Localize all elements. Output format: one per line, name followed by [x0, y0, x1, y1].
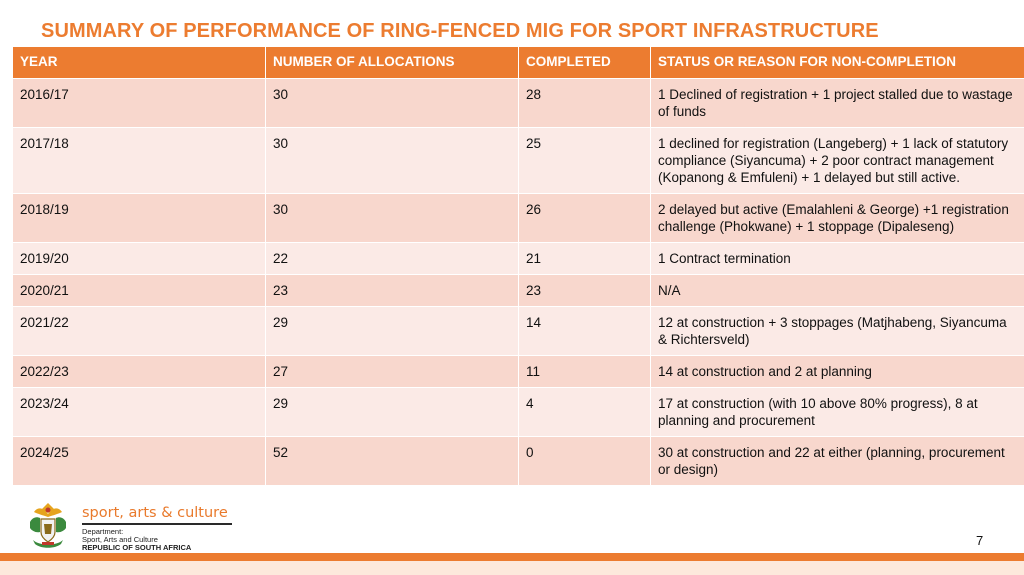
cell-completed: 28	[518, 78, 651, 128]
dept-line-3: REPUBLIC OF SOUTH AFRICA	[82, 542, 192, 552]
cell-allocations: 23	[265, 274, 519, 307]
cell-year: 2018/19	[12, 193, 266, 243]
cell-status: 1 Declined of registration + 1 project s…	[650, 78, 1024, 128]
cell-allocations: 30	[265, 193, 519, 243]
cell-allocations: 30	[265, 78, 519, 128]
table-row: 2024/25 52 0 30 at construction and 22 a…	[12, 436, 1024, 486]
header-allocations: NUMBER OF ALLOCATIONS	[265, 46, 519, 79]
cell-year: 2019/20	[12, 242, 266, 275]
slide-title: SUMMARY OF PERFORMANCE OF RING-FENCED MI…	[41, 20, 879, 42]
header-year: YEAR	[12, 46, 266, 79]
dept-line-2: Sport, Arts and Culture	[82, 534, 158, 544]
header-status: STATUS OR REASON FOR NON-COMPLETION	[650, 46, 1024, 79]
footer-accent-bar	[0, 553, 1024, 561]
table-row: 2020/21 23 23 N/A	[12, 274, 1024, 307]
dept-line-1: Department:	[82, 526, 124, 536]
cell-status: 30 at construction and 22 at either (pla…	[650, 436, 1024, 486]
cell-completed: 11	[518, 355, 651, 388]
cell-allocations: 22	[265, 242, 519, 275]
cell-allocations: 30	[265, 127, 519, 194]
table-row: 2023/24 29 4 17 at construction (with 10…	[12, 387, 1024, 437]
cell-status: 14 at construction and 2 at planning	[650, 355, 1024, 388]
table-row: 2017/18 30 25 1 declined for registratio…	[12, 127, 1024, 194]
cell-year: 2016/17	[12, 78, 266, 128]
cell-allocations: 29	[265, 306, 519, 356]
cell-year: 2017/18	[12, 127, 266, 194]
coat-of-arms-icon	[24, 500, 72, 555]
footer-light-bar	[0, 561, 1024, 575]
cell-allocations: 27	[265, 355, 519, 388]
cell-status: 2 delayed but active (Emalahleni & Georg…	[650, 193, 1024, 243]
brand-name: sport, arts & culture	[82, 505, 228, 521]
cell-year: 2023/24	[12, 387, 266, 437]
cell-status: N/A	[650, 274, 1024, 307]
cell-completed: 26	[518, 193, 651, 243]
cell-completed: 0	[518, 436, 651, 486]
table-row: 2022/23 27 11 14 at construction and 2 a…	[12, 355, 1024, 388]
page-number: 7	[976, 533, 984, 548]
cell-allocations: 29	[265, 387, 519, 437]
table-row: 2021/22 29 14 12 at construction + 3 sto…	[12, 306, 1024, 356]
cell-completed: 4	[518, 387, 651, 437]
table-row: 2018/19 30 26 2 delayed but active (Emal…	[12, 193, 1024, 243]
cell-completed: 21	[518, 242, 651, 275]
table-row: 2016/17 30 28 1 Declined of registration…	[12, 78, 1024, 128]
cell-year: 2021/22	[12, 306, 266, 356]
cell-completed: 23	[518, 274, 651, 307]
cell-status: 12 at construction + 3 stoppages (Matjha…	[650, 306, 1024, 356]
cell-allocations: 52	[265, 436, 519, 486]
header-completed: COMPLETED	[518, 46, 651, 79]
cell-status: 1 Contract termination	[650, 242, 1024, 275]
department-brand: sport, arts & culture Department: Sport,…	[82, 505, 234, 552]
cell-year: 2020/21	[12, 274, 266, 307]
cell-completed: 14	[518, 306, 651, 356]
table-row: 2019/20 22 21 1 Contract termination	[12, 242, 1024, 275]
cell-completed: 25	[518, 127, 651, 194]
cell-status: 17 at construction (with 10 above 80% pr…	[650, 387, 1024, 437]
table-header-row: YEAR NUMBER OF ALLOCATIONS COMPLETED STA…	[12, 46, 1024, 79]
performance-table: YEAR NUMBER OF ALLOCATIONS COMPLETED STA…	[12, 46, 1024, 486]
cell-year: 2022/23	[12, 355, 266, 388]
cell-status: 1 declined for registration (Langeberg) …	[650, 127, 1024, 194]
brand-divider	[82, 523, 232, 525]
cell-year: 2024/25	[12, 436, 266, 486]
